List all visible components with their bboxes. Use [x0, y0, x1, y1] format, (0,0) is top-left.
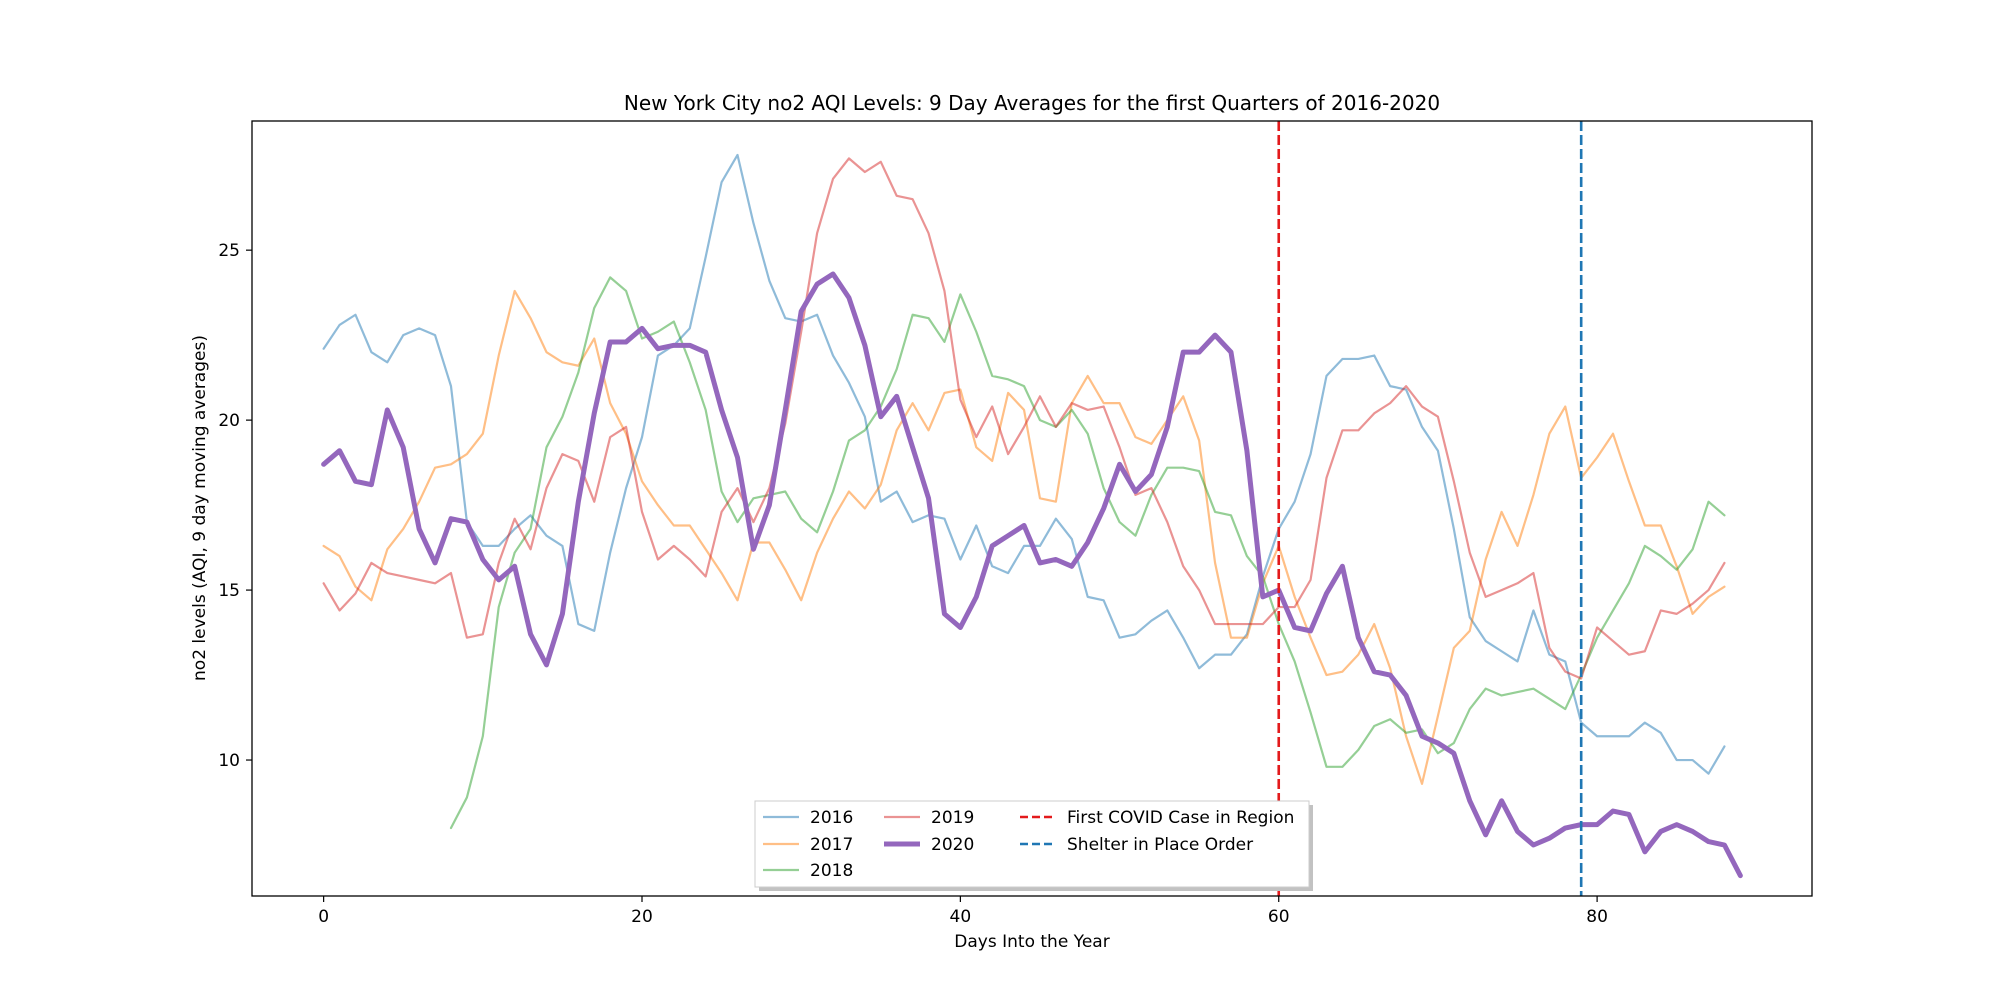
series-line-2017 — [322, 289, 1726, 785]
legend-label: Shelter in Place Order — [1067, 835, 1253, 855]
x-tick-label: 20 — [631, 907, 653, 927]
series-line-2019 — [322, 157, 1726, 680]
chart-title: New York City no2 AQI Levels: 9 Day Aver… — [624, 91, 1440, 115]
y-axis-label: no2 levels (AQI, 9 day moving averages) — [190, 335, 210, 681]
x-tick-label: 0 — [318, 907, 329, 927]
series-line-2018 — [449, 276, 1726, 830]
x-tick-label: 80 — [1586, 907, 1608, 927]
y-axis: 10 15 20 25 — [218, 241, 252, 771]
x-tick-label: 60 — [1268, 907, 1290, 927]
x-tick-label: 40 — [950, 907, 972, 927]
series-line-2020 — [321, 271, 1743, 879]
legend-label: 2016 — [810, 808, 853, 828]
series-line-2016 — [322, 153, 1726, 775]
legend-label: 2020 — [931, 835, 974, 855]
y-tick-label: 10 — [218, 751, 240, 771]
legend-label: 2017 — [810, 835, 853, 855]
x-axis: 0 20 40 60 80 — [318, 896, 1608, 927]
legend: 2016 2017 2018 2019 2020 First COVID Case in … — [754, 800, 1313, 891]
legend-label: First COVID Case in Region — [1067, 808, 1294, 828]
plot-area — [321, 121, 1743, 896]
x-axis-label: Days Into the Year — [954, 932, 1109, 952]
legend-label: 2018 — [810, 861, 853, 881]
y-tick-label: 20 — [218, 411, 240, 431]
legend-label: 2019 — [931, 808, 974, 828]
y-tick-label: 15 — [218, 581, 240, 601]
plot-frame — [251, 120, 1813, 897]
y-tick-label: 25 — [218, 241, 240, 261]
